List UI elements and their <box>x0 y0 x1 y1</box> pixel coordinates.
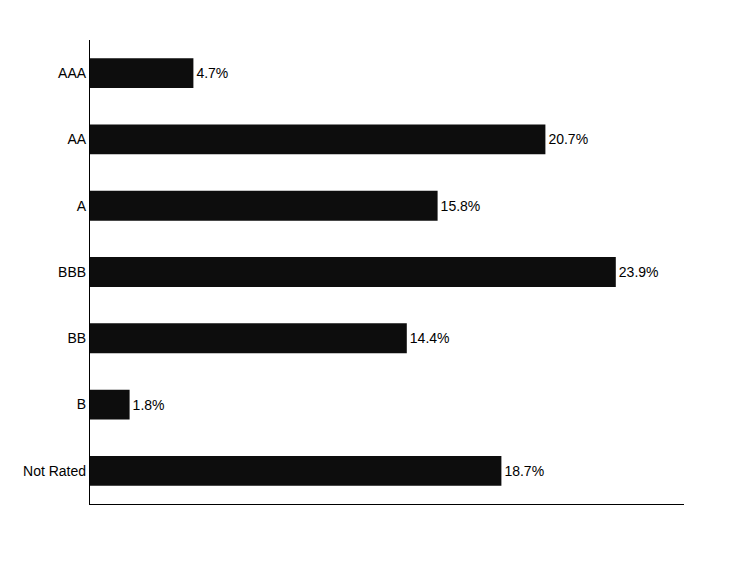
svg-text:23.9%: 23.9% <box>619 264 659 280</box>
svg-text:B: B <box>77 396 86 412</box>
svg-text:14.4%: 14.4% <box>410 330 450 346</box>
svg-text:15.8%: 15.8% <box>441 198 481 214</box>
svg-text:AA: AA <box>67 131 86 147</box>
svg-text:4.7%: 4.7% <box>196 65 228 81</box>
svg-text:18.7%: 18.7% <box>504 463 544 479</box>
svg-text:20.7%: 20.7% <box>548 131 588 147</box>
svg-text:BB: BB <box>67 330 86 346</box>
svg-text:AAA: AAA <box>58 65 87 81</box>
svg-text:A: A <box>77 198 87 214</box>
svg-text:Not Rated: Not Rated <box>23 463 86 479</box>
svg-text:1.8%: 1.8% <box>133 397 165 413</box>
svg-text:BBB: BBB <box>58 264 86 280</box>
